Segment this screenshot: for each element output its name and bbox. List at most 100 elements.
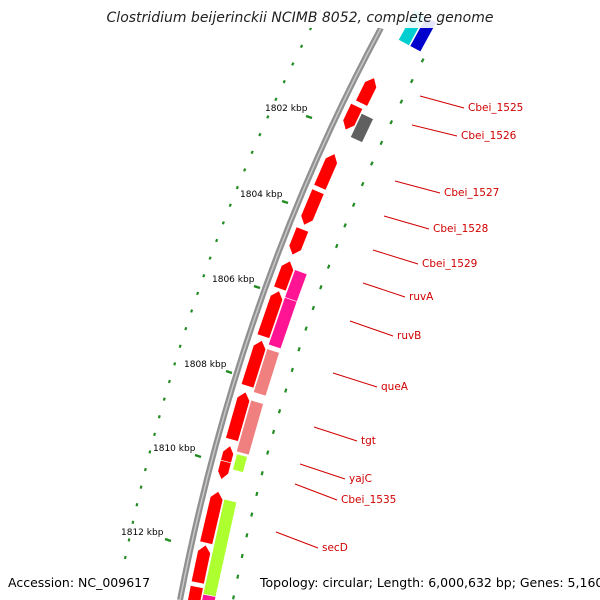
inner-tick-29 — [131, 520, 135, 525]
gene-block-tgt — [236, 399, 264, 456]
leader-line-secd — [275, 531, 319, 549]
gene-block-ruva-red — [273, 260, 294, 292]
outer-tick-7 — [351, 202, 356, 208]
page-title: Clostridium beijerinckii NCIMB 8052, com… — [107, 10, 494, 26]
inner-tick-13 — [215, 238, 219, 243]
gene-block-cbei-1526-gray — [349, 112, 374, 143]
gene-block-tgt-red — [225, 391, 251, 442]
gene-block-red-lower — [190, 544, 211, 585]
gene-label-secd: secD — [322, 542, 348, 554]
inner-tick-12 — [221, 221, 225, 225]
gene-block-ruvb-red — [256, 290, 284, 339]
gene-label-cbei-1535: Cbei_1535 — [341, 494, 396, 506]
inner-tick-18 — [184, 326, 188, 331]
outer-tick-2 — [399, 99, 404, 104]
gene-block-cbei-1529 — [288, 226, 309, 256]
gene-features — [187, 9, 437, 600]
outer-tick-22 — [250, 512, 254, 517]
outer-tick-17 — [277, 408, 282, 414]
kbp-label-1808: 1808 kbp — [184, 360, 227, 370]
inner-tick-16 — [196, 291, 200, 296]
inner-tick-9 — [243, 168, 247, 172]
leader-line-quea — [332, 372, 378, 388]
outer-tick-13 — [304, 326, 308, 331]
inner-tick-17 — [190, 309, 194, 313]
leader-line-ruvb — [349, 320, 394, 337]
inner-tick-22 — [162, 397, 166, 401]
gene-block-ruvb — [268, 296, 298, 350]
footer-left-backdrop — [4, 573, 150, 591]
leader-line-tgt — [313, 426, 358, 442]
inner-tick-23 — [157, 415, 161, 419]
gene-label-ruva: ruvA — [409, 291, 434, 303]
gene-labels: Cbei_1525 Cbei_1526 Cbei_1527 Cbei_1528 … — [322, 102, 523, 554]
gene-label-cbei-1526: Cbei_1526 — [461, 130, 517, 142]
outer-tick-8 — [343, 223, 347, 228]
leader-line-cbei-1529 — [372, 249, 419, 265]
gene-label-ruvb: ruvB — [397, 330, 421, 342]
inner-tick-24 — [153, 432, 156, 437]
kbp-tick-4 — [194, 453, 202, 459]
gene-label-quea: queA — [381, 381, 409, 393]
inner-tick-14 — [208, 256, 212, 260]
gene-block-cbei-1528 — [300, 188, 325, 226]
label-leader-lines — [275, 95, 465, 549]
genome-summary-text: Topology: circular; Length: 6,000,632 bp… — [259, 575, 600, 590]
inner-tick-30 — [127, 538, 131, 542]
outer-tick-11 — [319, 285, 323, 290]
outer-tick-24 — [240, 553, 244, 559]
accession-text: Accession: NC_009617 — [8, 575, 150, 590]
leader-line-cbei-1526 — [411, 124, 458, 137]
leader-line-yajc — [299, 463, 346, 480]
outer-tick-10 — [326, 264, 331, 269]
kbp-tick-3 — [225, 369, 233, 375]
gene-block-magenta-bottom — [201, 593, 217, 600]
outer-tick-15 — [290, 367, 294, 373]
title-backdrop — [108, 6, 494, 28]
genome-backbone-highlight — [179, 27, 382, 600]
gene-label-yajc: yajC — [349, 473, 372, 485]
outer-tick-5 — [370, 161, 374, 166]
gene-block-quea — [253, 348, 280, 397]
outer-tick-25 — [236, 574, 240, 579]
outer-tick-19 — [266, 450, 270, 455]
inner-tick-20 — [173, 362, 177, 366]
outer-tick-20 — [260, 471, 264, 476]
inner-tick-3 — [291, 62, 295, 66]
inner-tick-26 — [143, 467, 147, 472]
inner-tick-6 — [266, 115, 270, 119]
kbp-label-1804: 1804 kbp — [240, 190, 283, 200]
outer-tick-26 — [232, 595, 235, 600]
outer-tick-dashes — [232, 58, 425, 600]
gene-block-cbei-1526-red — [342, 102, 364, 131]
inner-tick-7 — [258, 132, 262, 137]
kbp-label-1806: 1806 kbp — [212, 275, 255, 285]
gene-label-cbei-1527: Cbei_1527 — [444, 187, 499, 199]
gene-block-cbei-1535 — [217, 459, 232, 480]
kbp-label-1802: 1802 kbp — [265, 104, 308, 114]
inner-tick-4 — [282, 79, 286, 84]
outer-tick-4 — [379, 140, 384, 146]
outer-tick-6 — [360, 181, 365, 187]
gene-label-cbei-1525: Cbei_1525 — [468, 102, 523, 114]
kbp-tick-5 — [164, 537, 172, 543]
outer-tick-1 — [409, 78, 414, 84]
inner-tick-19 — [178, 344, 182, 349]
inner-tick-5 — [274, 97, 278, 102]
inner-tick-27 — [139, 485, 143, 489]
gene-block-cbei-1527 — [313, 153, 338, 191]
leader-line-cbei-1528 — [383, 215, 430, 230]
inner-tick-11 — [228, 203, 232, 208]
kbp-tick-0 — [305, 114, 313, 120]
kbp-scale: 1802 kbp 1804 kbp 1806 kbp 1808 kbp 1810… — [121, 104, 313, 543]
leader-line-ruva — [362, 282, 406, 298]
kbp-tick-1 — [281, 199, 289, 205]
gene-block-yajc — [232, 453, 248, 473]
outer-tick-21 — [255, 491, 259, 497]
gene-label-cbei-1528: Cbei_1528 — [433, 223, 488, 235]
gene-block-red-bottom — [187, 585, 204, 600]
kbp-tick-2 — [253, 284, 261, 290]
gene-block-quea-red — [240, 339, 267, 389]
outer-tick-16 — [284, 388, 288, 393]
